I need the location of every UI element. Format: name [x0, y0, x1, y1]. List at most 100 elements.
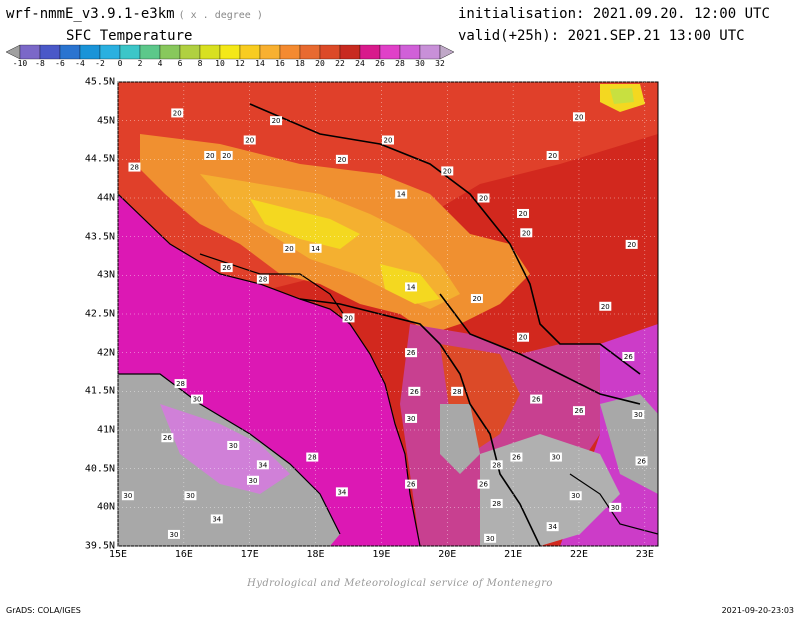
svg-text:14: 14: [397, 191, 406, 199]
svg-text:26: 26: [532, 396, 541, 404]
longitude-label: 23E: [635, 549, 654, 560]
svg-text:20: 20: [272, 117, 281, 125]
contour-label: 14: [309, 243, 322, 253]
colorbar-swatch: [299, 44, 321, 60]
contour-label: 26: [220, 263, 233, 273]
contour-label: 20: [546, 150, 559, 160]
svg-text:34: 34: [337, 488, 346, 496]
colorbar-swatch: [279, 44, 301, 60]
svg-text:20: 20: [519, 334, 528, 342]
svg-text:26: 26: [624, 353, 633, 361]
contour-label: 26: [635, 456, 648, 466]
latitude-label: 39.5N: [84, 540, 115, 552]
longitude-label: 16E: [174, 549, 193, 560]
svg-text:34: 34: [258, 461, 267, 469]
render-timestamp: 2021-09-20-23:03: [721, 606, 794, 615]
svg-text:26: 26: [575, 407, 584, 415]
svg-text:30: 30: [571, 492, 580, 500]
svg-text:26: 26: [512, 454, 521, 462]
svg-text:20: 20: [245, 137, 254, 145]
colorbar-tick: 32: [435, 59, 445, 68]
valid-value: 2021.SEP.21 13:00 UTC: [567, 28, 745, 44]
colorbar-swatch: [159, 44, 181, 60]
svg-text:30: 30: [611, 504, 620, 512]
colorbar-swatch: [219, 44, 241, 60]
longitude-label: 19E: [372, 549, 391, 560]
colorbar-swatch: [99, 44, 121, 60]
contour-label: 20: [517, 208, 529, 218]
cool-peak-zone-1: [250, 199, 360, 249]
colorbar-tick: 14: [255, 59, 265, 68]
contour-label: 28: [451, 386, 464, 396]
svg-text:20: 20: [548, 152, 557, 160]
contour-label: 26: [530, 394, 543, 404]
svg-text:26: 26: [637, 457, 646, 465]
svg-text:20: 20: [384, 137, 393, 145]
contour-label: 20: [342, 313, 355, 323]
variable-title: SFC Temperature: [66, 28, 193, 44]
national-border-1: [249, 103, 641, 375]
latitude-label: 45.5N: [84, 76, 115, 88]
latitude-label: 42.5N: [84, 308, 115, 320]
svg-text:20: 20: [472, 295, 481, 303]
colorbar-swatch: [179, 44, 201, 60]
svg-text:20: 20: [601, 303, 610, 311]
colorbar-tick: 20: [315, 59, 325, 68]
colorbar-tick: 26: [375, 59, 385, 68]
contour-label: 20: [572, 112, 585, 122]
latitude-label: 41.5N: [84, 385, 115, 397]
contour-label: 34: [256, 460, 269, 470]
longitude-label: 20E: [438, 549, 457, 560]
svg-text:28: 28: [492, 500, 501, 508]
init-value: 2021.09.20. 12:00 UTC: [592, 6, 770, 22]
svg-text:20: 20: [344, 314, 353, 322]
latitude-label: 40N: [96, 501, 115, 513]
colorbar-swatch: [259, 44, 281, 60]
svg-text:20: 20: [337, 156, 346, 164]
svg-text:26: 26: [410, 388, 419, 396]
contour-label: 28: [306, 452, 319, 462]
contour-label: 28: [256, 274, 269, 284]
contour-label: 20: [335, 154, 348, 164]
contour-label: 30: [184, 491, 197, 501]
contour-label: 30: [247, 475, 259, 485]
longitude-label: 17E: [240, 549, 259, 560]
colorbar-tick: -6: [55, 59, 65, 68]
contour-label: 26: [510, 452, 523, 462]
contour-label: 28: [128, 162, 141, 172]
contour-label: 20: [220, 150, 233, 160]
colorbar-tick: 30: [415, 59, 425, 68]
svg-text:26: 26: [407, 481, 416, 489]
colorbar-tick-labels: -10 -8 -6 -4 -2 0 2 4 6 8 10 12 14 16 18 20 22 24 26 28 30 32: [0, 59, 460, 71]
contour-label: 20: [171, 108, 184, 118]
colorbar-high-arrow: [439, 44, 455, 60]
svg-text:28: 28: [308, 454, 317, 462]
colorbar-swatch: [379, 44, 401, 60]
colorbar-tick: 18: [295, 59, 305, 68]
contour-label: 20: [283, 243, 296, 253]
colorbar-tick: 22: [335, 59, 345, 68]
svg-text:28: 28: [492, 461, 501, 469]
longitude-label: 21E: [504, 549, 523, 560]
svg-text:14: 14: [311, 245, 320, 253]
svg-text:20: 20: [519, 210, 528, 218]
latitude-label: 43N: [96, 269, 115, 281]
contour-label: 30: [632, 410, 645, 420]
init-line: initialisation: 2021.09.20. 12:00 UTC: [458, 6, 770, 22]
colorbar-tick: -8: [35, 59, 45, 68]
temperature-map: 20 20 20 28 20 20 20 20 14 20 20 20 20 20 20 20 20 14 26 28…: [117, 81, 659, 547]
contour-label: 30: [121, 491, 134, 501]
svg-text:20: 20: [173, 109, 182, 117]
colorbar-swatch: [19, 44, 41, 60]
contour-label: 20: [477, 193, 490, 203]
colorbar-swatch: [39, 44, 61, 60]
colorbar-swatch: [399, 44, 421, 60]
apulia-warm-zone: [160, 404, 290, 494]
contour-label: 20: [243, 135, 256, 145]
contour-label: 14: [395, 189, 408, 199]
contour-label: 30: [167, 529, 180, 539]
colorbar-tick: 0: [117, 59, 123, 68]
colorbar-tick: -10: [12, 59, 28, 68]
colorbar-swatch: [199, 44, 221, 60]
colorbar-tick: 12: [235, 59, 245, 68]
